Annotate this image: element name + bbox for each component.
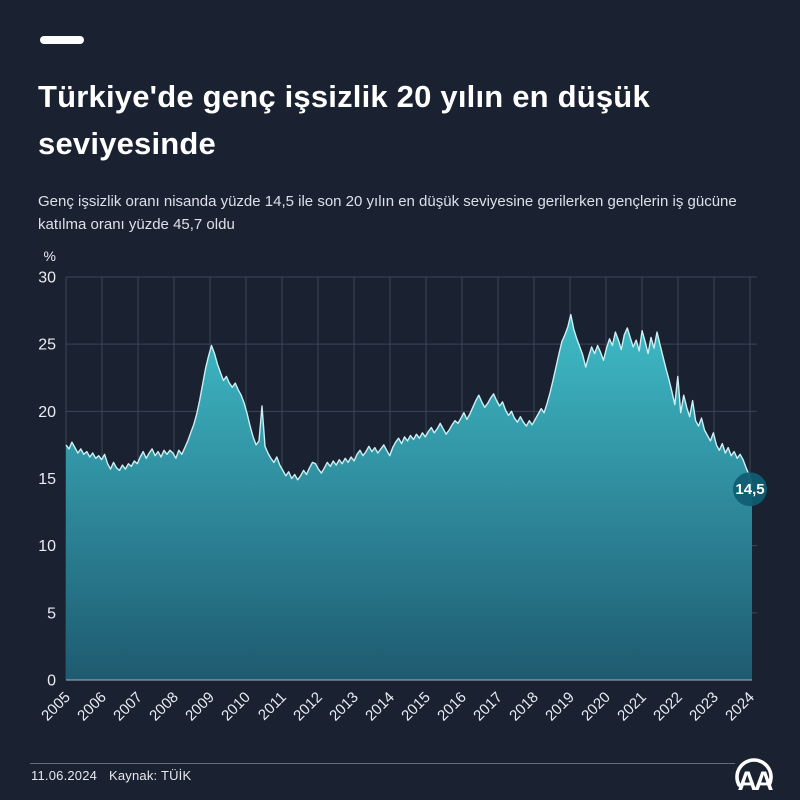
y-tick-label: 20 bbox=[38, 404, 56, 421]
x-tick-label: 2015 bbox=[398, 689, 434, 725]
x-tick-label: 2009 bbox=[182, 689, 218, 725]
x-tick-label: 2018 bbox=[506, 689, 542, 725]
x-tick: 2018 bbox=[506, 689, 542, 725]
x-tick: 2006 bbox=[74, 689, 110, 725]
x-tick: 2021 bbox=[614, 689, 650, 725]
logo-arc bbox=[735, 758, 773, 787]
area-series bbox=[66, 314, 752, 680]
footer-divider bbox=[30, 763, 735, 764]
y-tick-label: 30 bbox=[38, 270, 56, 287]
publish-date: 11.06.2024 bbox=[31, 768, 98, 783]
y-tick-label: 25 bbox=[38, 337, 56, 354]
x-tick: 2009 bbox=[182, 689, 218, 725]
x-tick-label: 2021 bbox=[614, 689, 650, 725]
x-tick-label: 2019 bbox=[542, 689, 578, 725]
x-tick-label: 2017 bbox=[470, 689, 506, 725]
subtitle: Genç işsizlik oranı nisanda yüzde 14,5 i… bbox=[38, 193, 737, 234]
x-tick-label: 2023 bbox=[686, 689, 722, 725]
y-tick-label: 0 bbox=[47, 673, 56, 690]
x-tick-label: 2008 bbox=[146, 689, 182, 725]
y-tick-label: 10 bbox=[38, 538, 56, 555]
x-tick: 2017 bbox=[470, 689, 506, 725]
y-tick-label: 5 bbox=[47, 605, 56, 622]
x-tick-label: 2011 bbox=[255, 689, 290, 724]
accent-dash bbox=[40, 36, 84, 44]
x-tick-label: 2022 bbox=[650, 689, 686, 725]
source-label: Kaynak: TÜİK bbox=[109, 768, 192, 783]
value-badge bbox=[733, 472, 767, 507]
series-line bbox=[65, 313, 753, 486]
x-tick-label: 2012 bbox=[290, 689, 326, 725]
x-tick-label: 2016 bbox=[434, 689, 470, 725]
x-tick-label: 2007 bbox=[110, 689, 146, 725]
x-tick: 2022 bbox=[650, 689, 686, 725]
x-tick: 2019 bbox=[542, 689, 578, 725]
x-tick-label: 2010 bbox=[218, 689, 254, 725]
x-tick: 2014 bbox=[362, 689, 398, 725]
x-tick: 2007 bbox=[110, 689, 146, 725]
logo-letters: AA bbox=[738, 766, 773, 794]
x-tick: 2024 bbox=[722, 689, 758, 725]
x-tick: 2005 bbox=[38, 689, 74, 725]
x-tick-label: 2020 bbox=[578, 689, 614, 725]
x-tick: 2023 bbox=[686, 689, 722, 725]
y-tick-label: 15 bbox=[38, 471, 56, 488]
page-title: Türkiye'de genç işsizlik 20 yılın en düş… bbox=[38, 79, 650, 161]
x-tick-label: 2005 bbox=[38, 689, 74, 725]
value-badge-label: 14,5 bbox=[735, 481, 764, 498]
x-tick: 2020 bbox=[578, 689, 614, 725]
x-tick-label: 2013 bbox=[326, 689, 362, 725]
x-tick: 2015 bbox=[398, 689, 434, 725]
y-axis-unit: % bbox=[44, 248, 56, 264]
x-tick: 2011 bbox=[255, 689, 290, 724]
x-tick-label: 2006 bbox=[74, 689, 110, 725]
x-tick: 2010 bbox=[218, 689, 254, 725]
x-tick: 2008 bbox=[146, 689, 182, 725]
x-tick-label: 2024 bbox=[722, 689, 758, 725]
x-tick-label: 2014 bbox=[362, 689, 398, 725]
x-tick: 2016 bbox=[434, 689, 470, 725]
x-tick: 2013 bbox=[326, 689, 362, 725]
x-tick: 2012 bbox=[290, 689, 326, 725]
anadolu-agency-logo: AA bbox=[735, 758, 776, 794]
